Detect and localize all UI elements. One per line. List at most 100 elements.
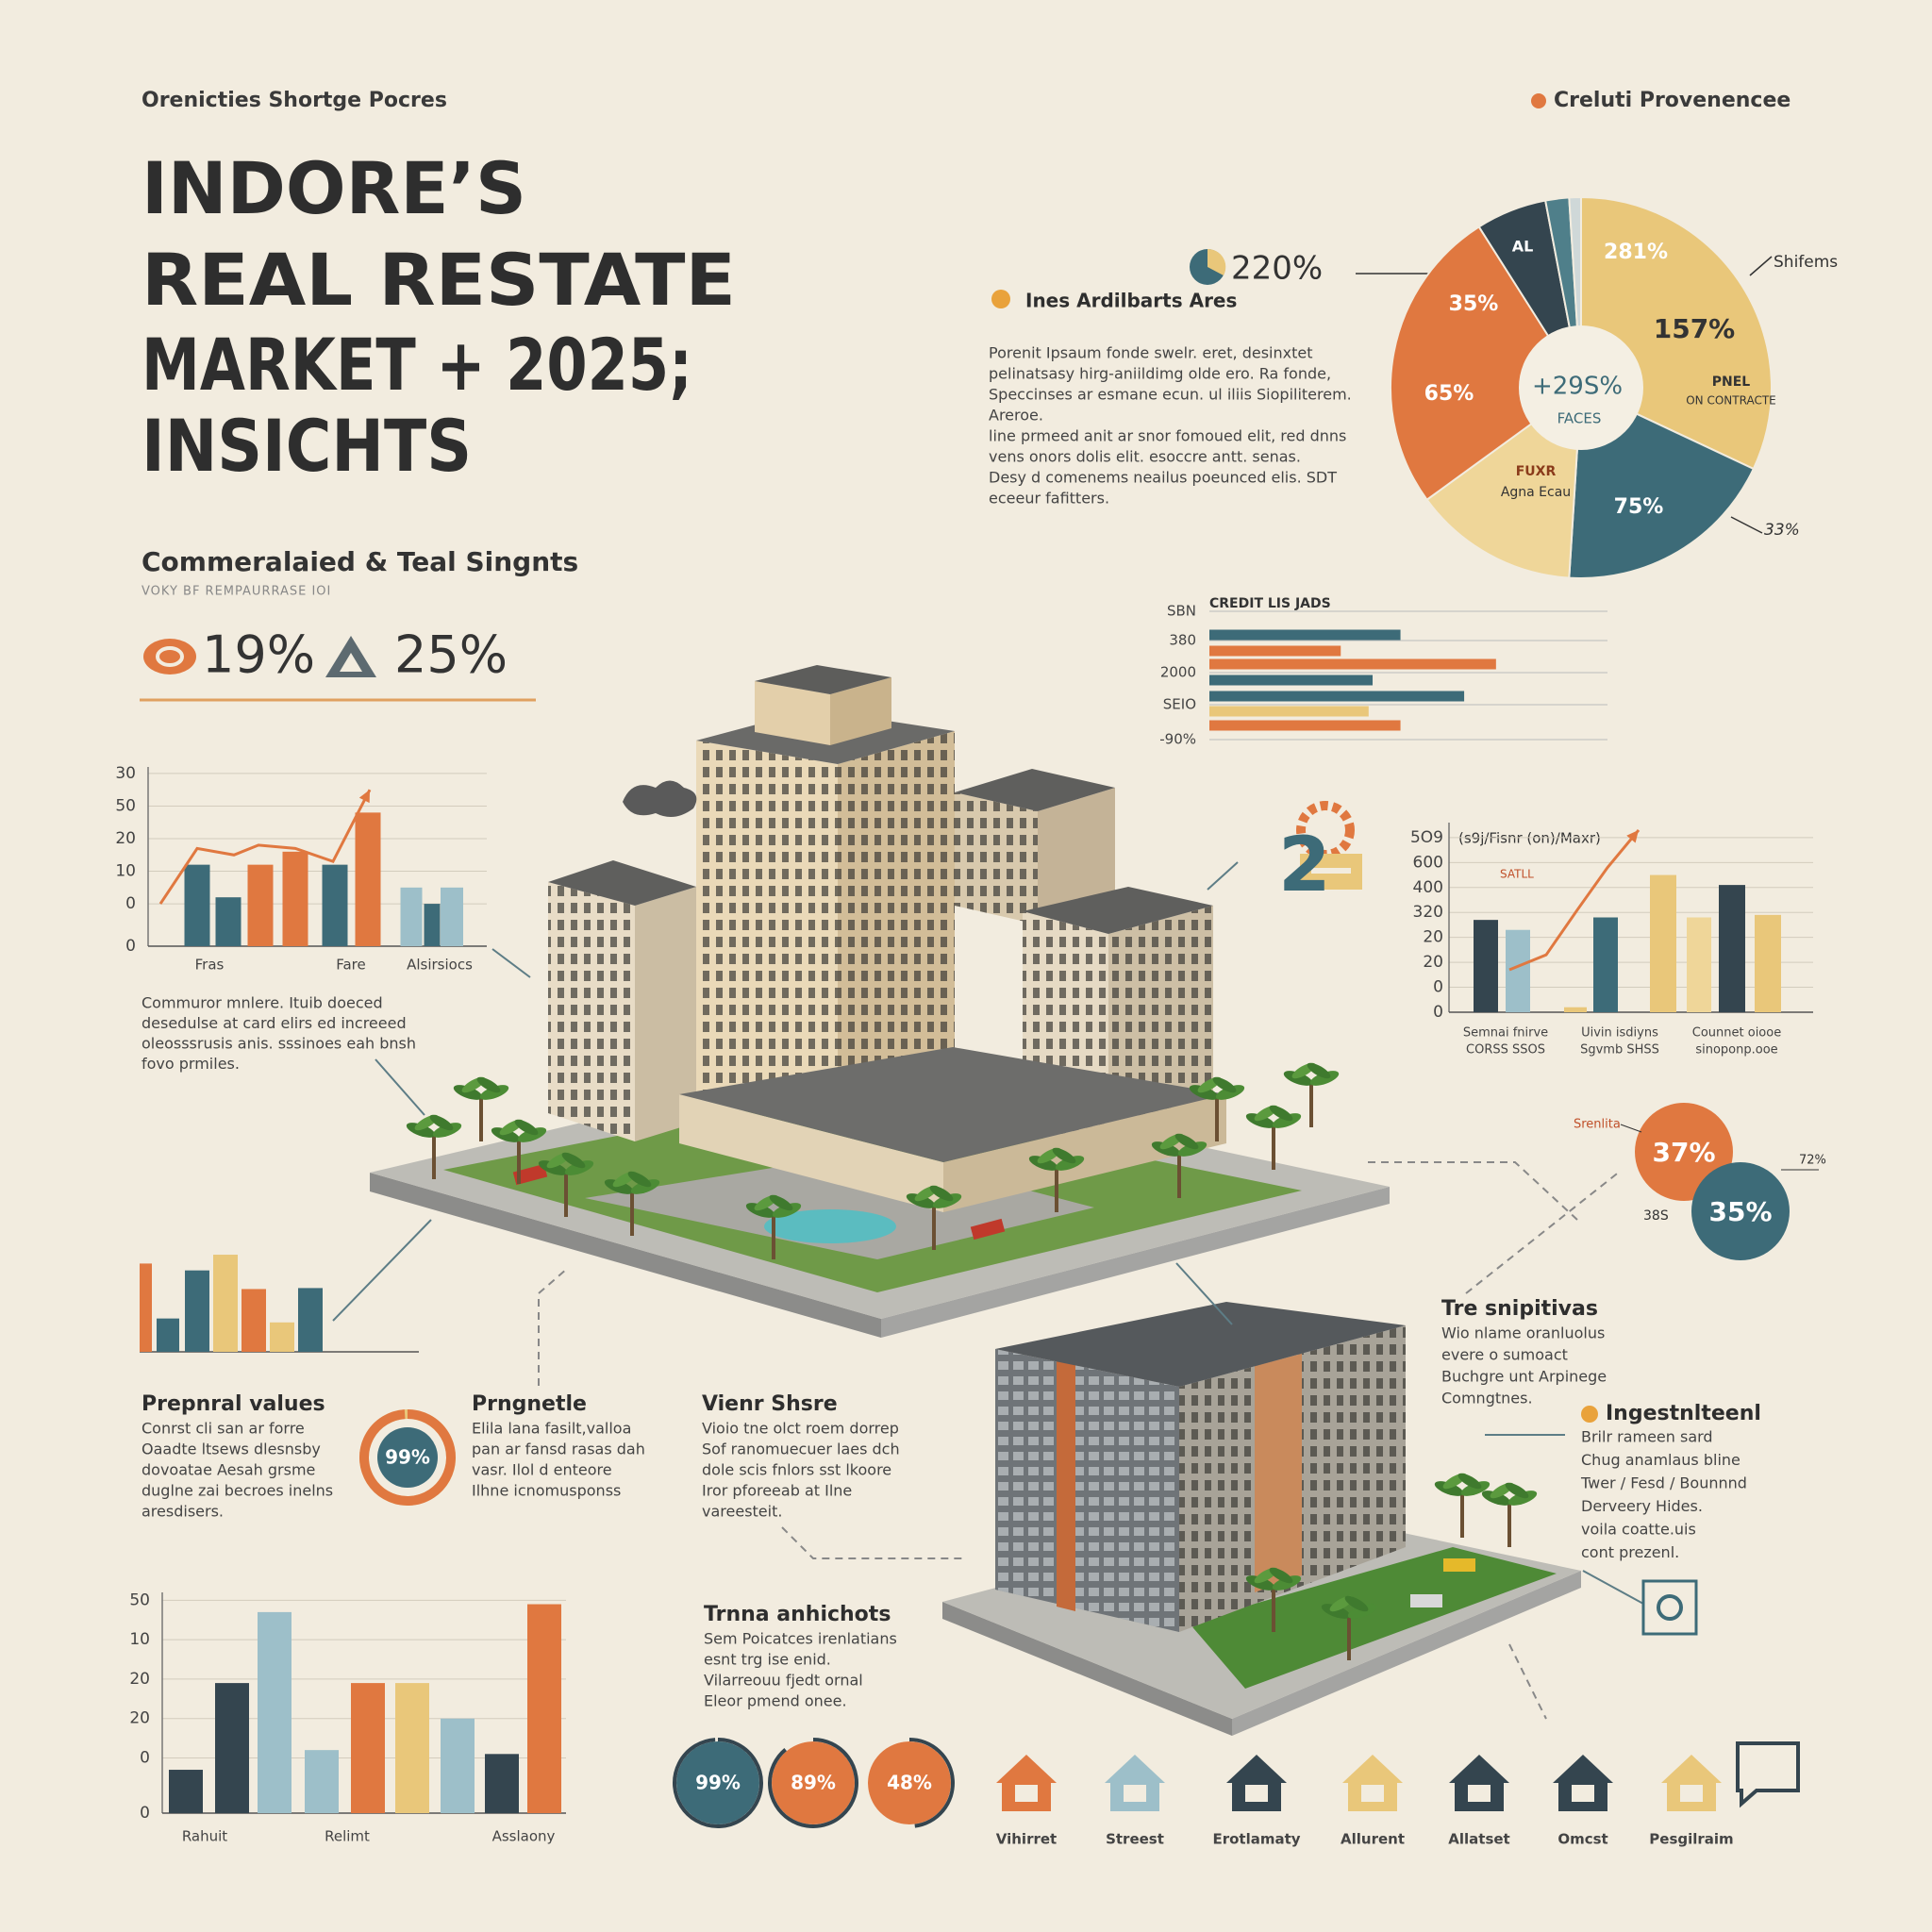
pie-hole (1519, 325, 1643, 450)
text-line: Commuror mnlere. Ituib doeced (142, 994, 383, 1012)
subnote: VOKY BF REMPAURRASE IOI (142, 585, 331, 599)
text-line: dovoatae Aesah grsme (142, 1461, 315, 1479)
text-line: Vilarreouu fjedt ornal (704, 1672, 863, 1690)
donut-core (377, 1427, 438, 1488)
decor-rect (970, 1218, 1006, 1241)
kicker: Orenicties Shortge Pocres (142, 89, 447, 112)
decor-polygon (548, 860, 696, 906)
bar (485, 1754, 519, 1813)
row-label: 380 (1169, 632, 1196, 649)
decor-polyline (781, 1526, 967, 1559)
heading: Vienr Shsre (702, 1392, 838, 1416)
row-label: SEIO (1163, 696, 1196, 713)
second-building (942, 1302, 1581, 1736)
x-group-label: Rahuit (182, 1828, 227, 1845)
heading: Prngnetle (472, 1392, 587, 1416)
decor-line (1730, 516, 1763, 534)
bar (157, 1318, 179, 1352)
donut-label: 99% (695, 1772, 741, 1794)
pie-annotation: ON CONTRACTE (1686, 394, 1776, 408)
y-tick-label: 50 (115, 796, 136, 815)
text-line: duglne zai becroes inelns (142, 1482, 333, 1500)
bar (185, 1270, 209, 1352)
x-group-label: CORSS SSOS (1466, 1043, 1545, 1058)
pie-callouts (1356, 256, 1773, 534)
decor-rect (1311, 868, 1351, 874)
text-line: Derveery Hides. (1581, 1497, 1703, 1515)
stat-icons (140, 636, 536, 702)
decor-g (538, 1161, 1622, 1720)
slice-label: 75% (1614, 495, 1664, 519)
y-tick-label: 20 (115, 829, 136, 848)
decor-polygon (838, 731, 955, 1113)
mini-pie-icon (1190, 248, 1226, 285)
decor-polyline (538, 1268, 568, 1386)
text-line: voila coatte.uis (1581, 1521, 1696, 1539)
bar (1593, 917, 1618, 1012)
bar (351, 1683, 385, 1813)
x-group-label: sinoponp.ooe (1695, 1043, 1777, 1058)
x-group-label: Sgvmb SHSS (1580, 1043, 1659, 1058)
decor-path (623, 780, 697, 817)
text-line: Chug anamlaus bline (1581, 1451, 1740, 1469)
donut-arc (359, 1409, 456, 1506)
heading: Ingestnlteenl (1606, 1402, 1761, 1425)
decor-line (1620, 1124, 1642, 1133)
icon-label: Erotlamaty (1212, 1831, 1300, 1848)
donut-core (676, 1741, 759, 1824)
icon-label: Streest (1106, 1831, 1164, 1848)
text-line: Ilhne icnomusponss (472, 1482, 621, 1500)
y-tick-label: 10 (115, 862, 136, 881)
main-building (370, 665, 1390, 1338)
icon-label: Allurent (1341, 1831, 1405, 1848)
bar (169, 1770, 203, 1813)
text-line: line prmeed anit ar snor fomoued elit, r… (989, 427, 1346, 445)
decor-polygon (955, 769, 1115, 811)
bubbles (1620, 1103, 1819, 1260)
decor-ellipse (764, 1209, 896, 1243)
heading: Ines Ardilbarts Ares (1025, 290, 1237, 312)
x-group-label: Counnet oiooe (1692, 1026, 1781, 1041)
bar (215, 897, 242, 946)
decor-polygon (696, 741, 838, 1113)
text-line: Speccinses ar esmane ecun. ul iliis Siop… (989, 386, 1352, 404)
decor-polygon (1189, 1547, 1557, 1689)
text-line: Desy d comenems neailus poeunced elis. S… (989, 469, 1337, 487)
text-line: Buchgre unt Arpinege (1441, 1368, 1607, 1386)
bar (247, 864, 274, 946)
donut-arc (673, 1738, 763, 1828)
x-group-label: Fare (336, 957, 366, 974)
decor-polygon (1038, 788, 1115, 924)
x-group-label: Relimt (325, 1828, 370, 1845)
title-line: INDORE’S (142, 146, 526, 230)
text-line: esnt trg ise enid. (704, 1651, 831, 1669)
bar (1209, 675, 1374, 686)
decor-polygon (1057, 1361, 1075, 1611)
decor-polygon (755, 681, 830, 745)
bar (395, 1683, 429, 1813)
decor-polygon (1232, 1571, 1581, 1736)
decor-path (1736, 1741, 1800, 1808)
decor-line (1175, 1262, 1233, 1325)
text-line: eceeur fafitters. (989, 490, 1109, 508)
arrow-head (1626, 829, 1639, 843)
decor-line (375, 1058, 425, 1116)
bar (322, 864, 348, 946)
pie-annotation: 33% (1764, 521, 1800, 540)
x-group-label: Alsirsiocs (407, 957, 473, 974)
bar (1209, 645, 1341, 657)
connectors (332, 861, 1698, 1720)
bar (441, 1718, 475, 1813)
bar (1650, 874, 1676, 1012)
decor-polygon (755, 665, 891, 694)
decor-rect (1641, 1579, 1698, 1636)
decor-polygon (995, 1349, 1179, 1632)
icon-label: Vihirret (996, 1831, 1057, 1848)
chart-title: CREDIT LIS JADS (1209, 596, 1331, 611)
trend-line (1508, 828, 1641, 972)
heading: Prepnral values (142, 1392, 325, 1416)
bar (1209, 691, 1465, 702)
text-line: oleosssrusis anis. sssinoes eah bnsh (142, 1035, 416, 1053)
icon-label: Pesgilraim (1649, 1831, 1733, 1848)
bar (1209, 720, 1401, 731)
